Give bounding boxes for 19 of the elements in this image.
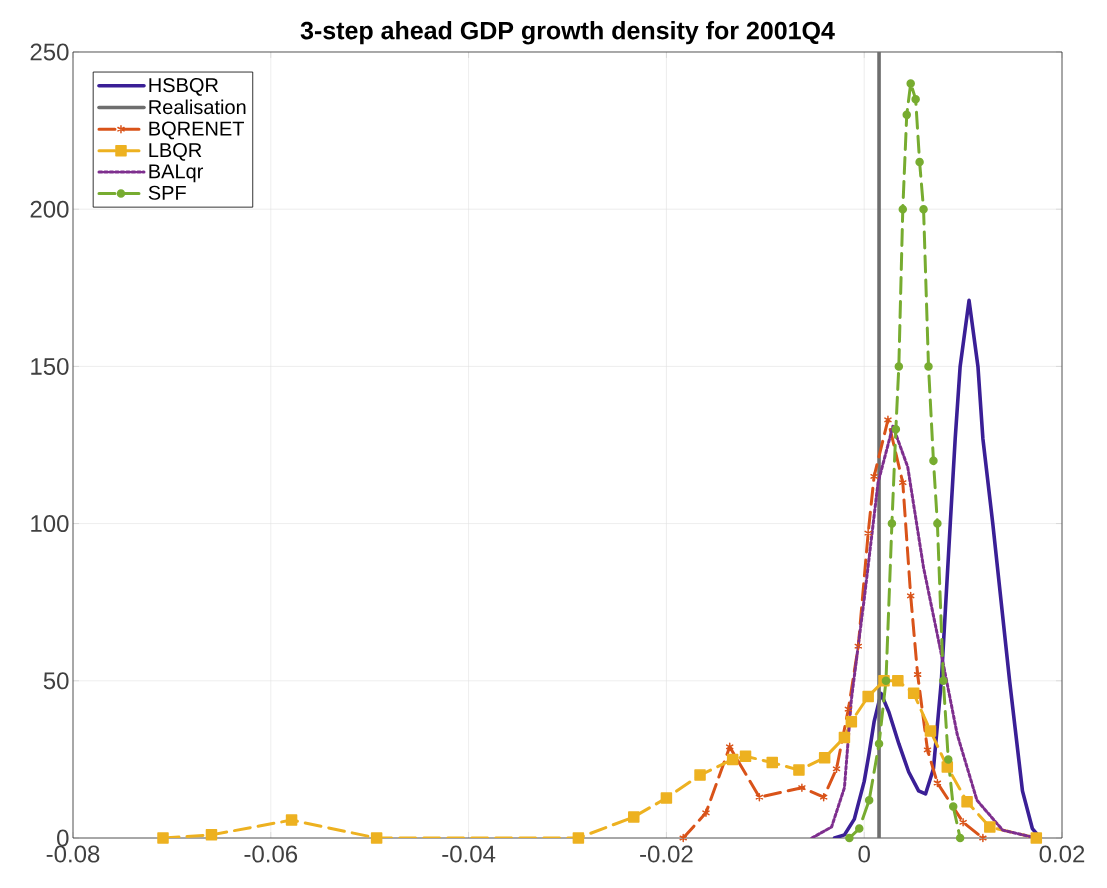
y-tick-label: 200 [30,200,69,218]
chart-title: 3-step ahead GDP growth density for 2001Q4 [300,21,835,45]
x-tick-label: -0.08 [46,845,100,863]
x-tick-label: -0.06 [244,845,298,863]
legend-label: LBQR [149,142,202,161]
legend-label: BALqr [149,164,204,183]
legend-label: BQRENET [149,121,245,140]
x-tick-label: 0.02 [1039,845,1085,863]
legend-label: HSBQR [149,78,218,96]
y-tick-label: 50 [43,672,69,690]
x-tick-label: -0.04 [442,845,496,863]
y-tick-label: 150 [31,357,69,375]
y-tick-label: 250 [30,43,69,61]
x-tick-label: 0 [858,845,870,863]
x-tick-label: -0.02 [640,845,693,863]
y-tick-label: 0 [57,829,69,847]
legend-label: Realisation [149,99,246,115]
legend-label: SPF [148,185,186,200]
y-tick-label: 100 [31,515,69,533]
